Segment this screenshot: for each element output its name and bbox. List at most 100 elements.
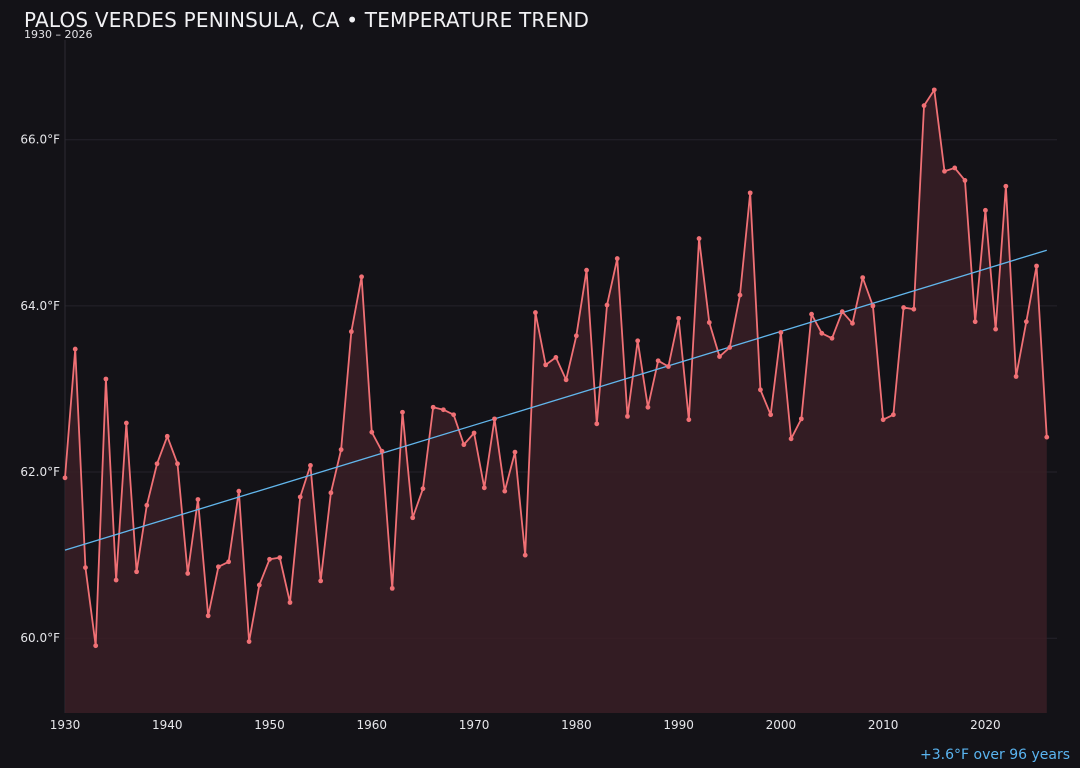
data-point (83, 565, 88, 570)
data-point (676, 315, 682, 321)
data-point (1044, 434, 1050, 440)
x-tick-label: 1980 (561, 718, 592, 732)
data-point (625, 413, 630, 419)
data-point (481, 485, 487, 491)
x-tick-label: 1990 (663, 718, 694, 732)
data-point (369, 429, 375, 435)
data-point (287, 600, 293, 605)
data-point (911, 306, 917, 312)
data-point (983, 207, 988, 213)
data-point (205, 613, 211, 619)
data-point (328, 490, 334, 496)
data-point (747, 190, 753, 196)
data-point (788, 436, 794, 442)
x-tick-label: 1970 (459, 718, 490, 732)
data-point (768, 412, 774, 418)
data-point (870, 303, 876, 309)
x-tick-label: 1950 (254, 718, 285, 732)
data-point (123, 420, 129, 426)
data-point (737, 292, 743, 298)
data-point (901, 305, 906, 310)
data-point (175, 461, 180, 467)
x-tick-label: 1940 (152, 718, 183, 732)
data-point (195, 497, 201, 502)
data-point (758, 387, 763, 393)
data-point (72, 346, 78, 352)
data-point (584, 267, 589, 273)
data-point (471, 430, 477, 436)
data-point (1003, 183, 1009, 189)
data-point (134, 569, 139, 575)
data-point (359, 274, 364, 280)
data-point (553, 354, 559, 360)
x-tick-label: 1960 (357, 718, 388, 732)
series-area (65, 89, 1047, 713)
data-point (972, 319, 978, 325)
data-point (522, 552, 528, 558)
data-point (185, 571, 191, 576)
data-point (829, 335, 835, 341)
y-tick-label: 64.0°F (20, 299, 60, 313)
x-tick-label: 2000 (766, 718, 797, 732)
data-point (461, 442, 467, 448)
data-point (778, 330, 784, 335)
data-point (154, 461, 160, 467)
data-point (809, 311, 814, 317)
data-point (512, 449, 518, 455)
data-point (410, 515, 416, 521)
series-area-fill (65, 89, 1047, 713)
data-point (533, 310, 538, 315)
data-point (696, 236, 702, 241)
data-point (614, 256, 620, 261)
data-point (594, 421, 600, 427)
data-point (236, 488, 242, 494)
data-point (604, 302, 610, 308)
data-point (850, 320, 855, 326)
data-point (665, 364, 671, 369)
tick-labels: 60.0°F 62.0°F 64.0°F 66.0°F 1930 1940 1950 1960… (20, 133, 1000, 732)
x-tick-label: 1930 (50, 718, 81, 732)
data-point (164, 433, 170, 439)
data-point (993, 326, 999, 332)
data-point (655, 358, 661, 364)
trend-line (64, 249, 1047, 551)
data-point (717, 354, 722, 359)
x-tick-label: 2020 (970, 718, 1001, 732)
data-point (216, 564, 221, 570)
data-point (420, 486, 426, 492)
data-point (113, 577, 119, 583)
data-point (706, 320, 712, 325)
data-point (921, 103, 927, 109)
data-point (880, 417, 886, 423)
chart-title: PALOS VERDES PENINSULA, CA • TEMPERATURE… (24, 8, 590, 32)
data-point (890, 412, 896, 418)
y-tick-label: 62.0°F (20, 465, 60, 479)
data-point (297, 494, 303, 500)
data-point (1034, 263, 1039, 269)
data-point (860, 275, 866, 281)
data-point (348, 329, 354, 335)
data-point (492, 416, 497, 422)
data-point (318, 578, 324, 584)
data-point (1013, 374, 1019, 379)
x-tick-label: 2010 (868, 718, 899, 732)
data-point (635, 338, 641, 344)
data-point (686, 417, 692, 423)
data-point (430, 404, 436, 410)
data-point (379, 448, 385, 454)
data-point (246, 639, 252, 644)
data-point (267, 556, 272, 562)
data-point (144, 502, 150, 508)
data-point (308, 463, 313, 468)
data-point (727, 345, 733, 350)
data-point (103, 376, 109, 382)
data-point (563, 377, 569, 383)
data-point (256, 582, 262, 588)
data-point (573, 333, 579, 339)
chart-subtitle: 1930 – 2026 (24, 28, 93, 41)
data-point (440, 407, 446, 413)
data-point (389, 585, 395, 591)
data-point (277, 555, 283, 561)
data-point (839, 309, 845, 315)
